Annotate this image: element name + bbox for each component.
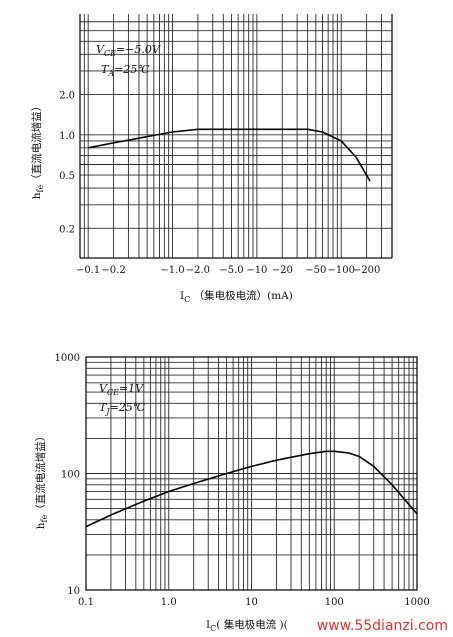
- y-tick-label: 10: [67, 586, 80, 597]
- top-chart: −0.1 −0.2 −1.0 −2.0 −5.0 −10 −20 −50 −100−200 2.0…: [30, 14, 393, 304]
- y-tick-label: 1.0: [59, 131, 75, 142]
- x-tick-label: −10: [246, 265, 267, 276]
- x-tick-label: −50: [305, 265, 326, 276]
- annotation-temp: TJ=25℃: [99, 401, 146, 416]
- x-tick-label: −100: [327, 265, 354, 276]
- y-tick-label: 0.2: [59, 224, 75, 235]
- x-tick-label: −0.1: [76, 265, 100, 276]
- x-tick-label: 1000: [404, 597, 429, 608]
- y-axis-label: hfe（直流电流增益）: [30, 101, 45, 199]
- x-tick-label: 1.0: [161, 597, 177, 608]
- annotation-vce: VCE=−5.0V: [96, 43, 161, 58]
- x-axis-label: IC( 集电极电流 )(: [206, 618, 288, 633]
- x-tick-label: −2.0: [186, 265, 210, 276]
- y-axis-label: hfe（直流电流增益）: [34, 431, 49, 529]
- bottom-chart: 0.1 1.0 10 100 1000 1000 100 10 VCE=1V TJ=25℃ IC( …: [34, 353, 430, 633]
- y-tick-label: 100: [61, 470, 80, 481]
- y-tick-label: 1000: [55, 353, 80, 364]
- x-tick-label: 0.1: [78, 597, 94, 608]
- x-tick-label: −1.0: [160, 265, 184, 276]
- x-tick-label: −200: [353, 265, 380, 276]
- annotation-temp: TA=25℃: [101, 63, 150, 78]
- plot-frame: [85, 356, 418, 591]
- y-tick-label: 0.5: [59, 171, 75, 182]
- x-tick-label: 100: [325, 597, 344, 608]
- x-axis-label: IC （集电极电流）(mA): [180, 289, 293, 304]
- annotation-vce: VCE=1V: [99, 382, 144, 397]
- x-tick-label: −5.0: [219, 265, 243, 276]
- hfe-curve: [88, 128, 371, 182]
- hfe-curve: [85, 450, 418, 528]
- x-tick-label: −20: [272, 265, 293, 276]
- y-tick-label: 2.0: [59, 91, 75, 102]
- x-tick-label: −0.2: [101, 265, 125, 276]
- x-tick-label: 10: [245, 597, 258, 608]
- watermark: www.55dianzi.com: [317, 618, 448, 634]
